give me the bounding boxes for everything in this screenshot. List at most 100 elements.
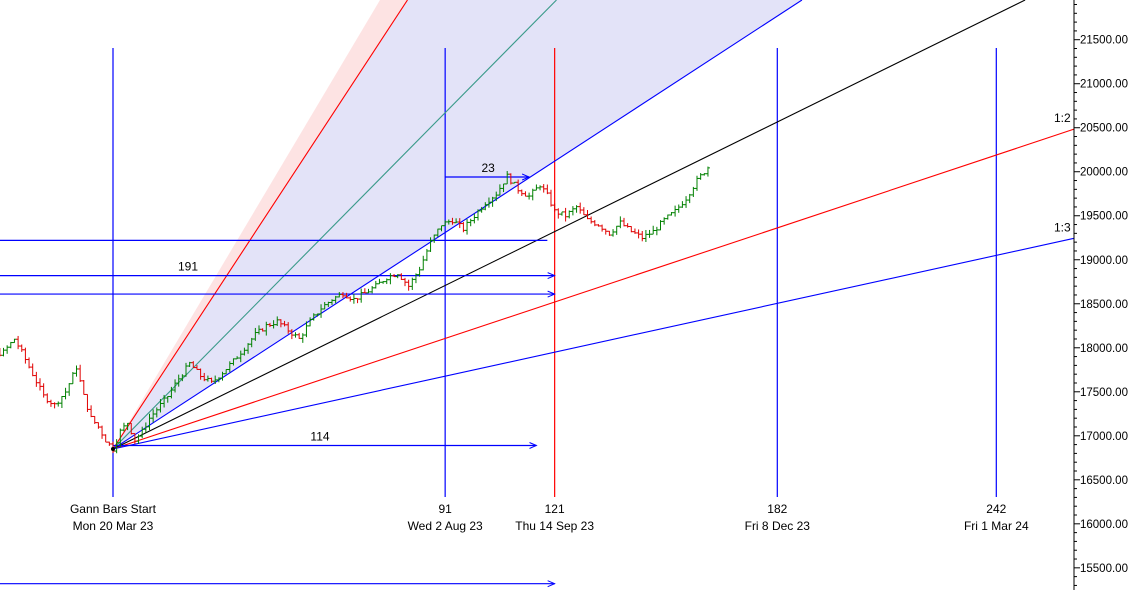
price-bar <box>19 344 24 352</box>
y-tick-label: 16000.00 <box>1080 519 1128 531</box>
price-bar <box>527 192 532 200</box>
price-bar <box>27 357 32 369</box>
price-bar <box>530 188 535 201</box>
price-bar <box>136 434 141 444</box>
price-bar <box>662 217 667 225</box>
price-bar <box>625 223 630 228</box>
price-bar <box>52 402 57 409</box>
price-bar <box>465 219 470 235</box>
price-bar <box>538 185 543 191</box>
price-bar <box>89 405 94 418</box>
price-bar <box>611 229 616 237</box>
y-tick-label: 20500.00 <box>1080 123 1128 135</box>
price-bar <box>541 184 546 193</box>
price-bar <box>56 401 61 407</box>
price-bar <box>45 393 50 404</box>
fan-blue-upper[interactable] <box>112 0 803 450</box>
price-bar <box>570 206 575 216</box>
price-bar <box>100 425 105 439</box>
price-bar <box>603 228 608 235</box>
price-bar <box>461 222 466 233</box>
price-bar <box>559 211 564 216</box>
marker-91-date: Wed 2 Aug 23 <box>408 519 483 533</box>
fan-black[interactable] <box>112 0 1026 450</box>
marker-121-date: Thu 14 Sep 23 <box>515 519 594 533</box>
price-bar <box>348 296 353 302</box>
price-bar <box>297 332 302 339</box>
y-tick-label: 19000.00 <box>1080 255 1128 267</box>
y-tick-label: 18500.00 <box>1080 299 1128 311</box>
price-bar <box>676 204 681 213</box>
price-bar <box>81 380 86 395</box>
price-bar <box>34 371 39 387</box>
price-bar <box>377 278 382 285</box>
price-bar <box>359 288 364 303</box>
price-bar <box>300 333 305 343</box>
gann-start-point <box>111 447 115 451</box>
price-bar <box>567 210 572 219</box>
price-bar <box>59 395 64 408</box>
price-bar <box>366 288 371 294</box>
projection-114-label: 114 <box>310 429 329 443</box>
gann-start-number: Gann Bars Start <box>70 502 157 516</box>
price-bar <box>70 371 75 385</box>
price-bar <box>48 399 53 407</box>
price-bar <box>549 189 553 207</box>
fan-red-1to2[interactable] <box>112 128 1075 450</box>
price-bar <box>67 383 72 396</box>
gann-start-date: Mon 20 Mar 23 <box>73 519 154 533</box>
price-bar <box>85 393 90 412</box>
price-bar <box>41 383 46 398</box>
fan-blue-1to3-label: 1:3 <box>1054 220 1071 234</box>
price-bar <box>563 207 568 222</box>
price-bar <box>578 202 583 214</box>
price-bar <box>406 279 411 291</box>
price-bar <box>424 248 429 262</box>
price-bar <box>107 441 112 446</box>
price-bar <box>600 224 605 232</box>
marker-182-number: 182 <box>767 502 787 516</box>
price-bars <box>0 166 710 454</box>
price-bar <box>552 203 557 212</box>
price-bar <box>12 338 17 344</box>
price-bar <box>5 345 10 354</box>
fan-red-1to2-label: 1:2 <box>1054 111 1071 125</box>
price-bar <box>607 230 612 236</box>
price-bar <box>534 184 539 191</box>
price-bar <box>92 415 97 424</box>
fan-blue-1to3[interactable] <box>112 237 1075 450</box>
price-bar <box>381 281 386 284</box>
price-bar <box>399 273 404 280</box>
projection-23-label: 23 <box>481 161 495 175</box>
y-tick-label: 17000.00 <box>1080 431 1128 443</box>
price-bar <box>410 277 415 290</box>
price-bar <box>413 273 418 284</box>
price-bar <box>702 173 707 176</box>
price-bar <box>519 189 524 196</box>
price-bar <box>589 216 594 224</box>
price-bar <box>673 205 678 217</box>
price-bar <box>596 224 601 227</box>
price-bar <box>421 255 426 271</box>
price-bar <box>581 207 586 216</box>
price-bar <box>370 286 375 294</box>
price-bar <box>695 175 699 191</box>
price-bar <box>592 220 597 227</box>
price-bar <box>574 205 579 213</box>
price-bar <box>23 347 28 364</box>
price-bar <box>632 228 637 234</box>
y-tick-label: 15500.00 <box>1080 563 1128 575</box>
y-tick-label: 16500.00 <box>1080 475 1128 487</box>
price-bar <box>16 335 21 350</box>
price-bar <box>556 208 561 219</box>
axis-background <box>1074 0 1146 590</box>
y-tick-label: 19500.00 <box>1080 211 1128 223</box>
price-bar <box>8 341 13 349</box>
fan-red-steep[interactable] <box>112 0 408 450</box>
fan-teal[interactable] <box>112 0 557 450</box>
price-bar <box>629 225 634 233</box>
price-bar <box>373 280 378 289</box>
marker-91-number: 91 <box>438 502 452 516</box>
